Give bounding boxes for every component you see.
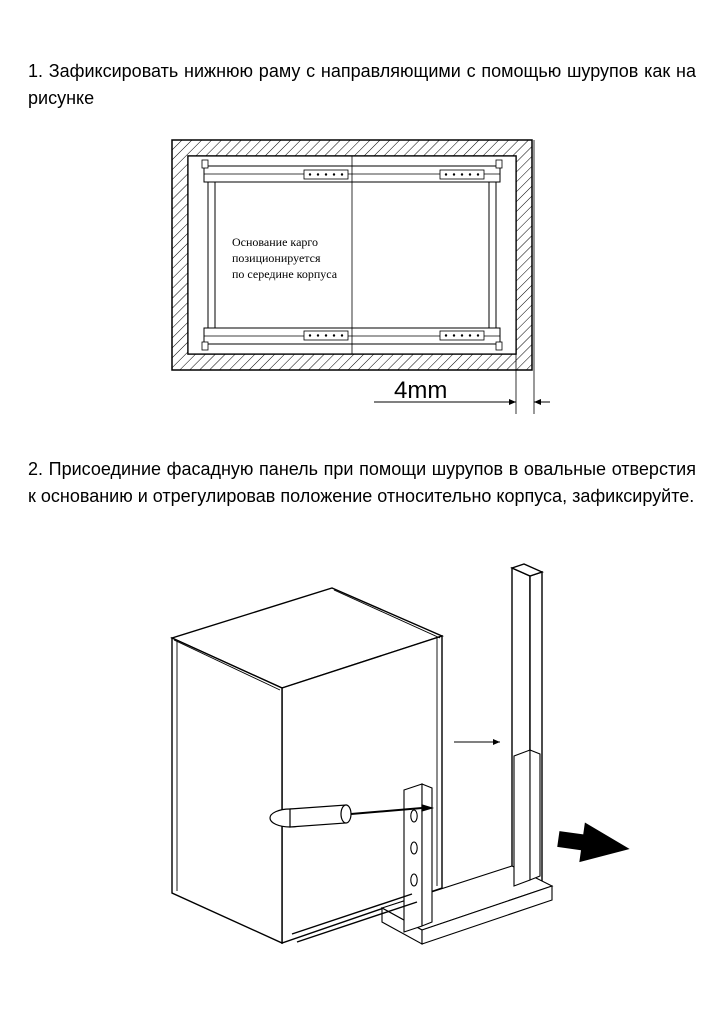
step2-number: 2. bbox=[28, 459, 43, 479]
step2-text: 2. Присоединие фасадную панель при помощ… bbox=[28, 456, 696, 510]
page: 1. Зафиксировать нижнюю раму с направляю… bbox=[0, 0, 724, 1024]
step2-body: Присоединие фасадную панель при помощи ш… bbox=[28, 459, 696, 506]
note-line3: по середине корпуса bbox=[232, 267, 338, 281]
push-arrow-icon bbox=[556, 819, 633, 869]
step1-figure: Основание карго позиционируется по серед… bbox=[162, 130, 562, 430]
step1-number: 1. bbox=[28, 61, 43, 81]
step2-figure-container bbox=[28, 528, 696, 988]
dim-4mm-label: 4mm bbox=[394, 377, 447, 404]
note-line2: позиционируется bbox=[232, 251, 321, 265]
step2-figure bbox=[82, 528, 642, 988]
cabinet-body bbox=[172, 588, 442, 943]
step1-body: Зафиксировать нижнюю раму с направляющим… bbox=[28, 61, 696, 108]
step1-text: 1. Зафиксировать нижнюю раму с направляю… bbox=[28, 58, 696, 112]
step1-figure-container: Основание карго позиционируется по серед… bbox=[28, 130, 696, 430]
note-line1: Основание карго bbox=[232, 235, 318, 249]
